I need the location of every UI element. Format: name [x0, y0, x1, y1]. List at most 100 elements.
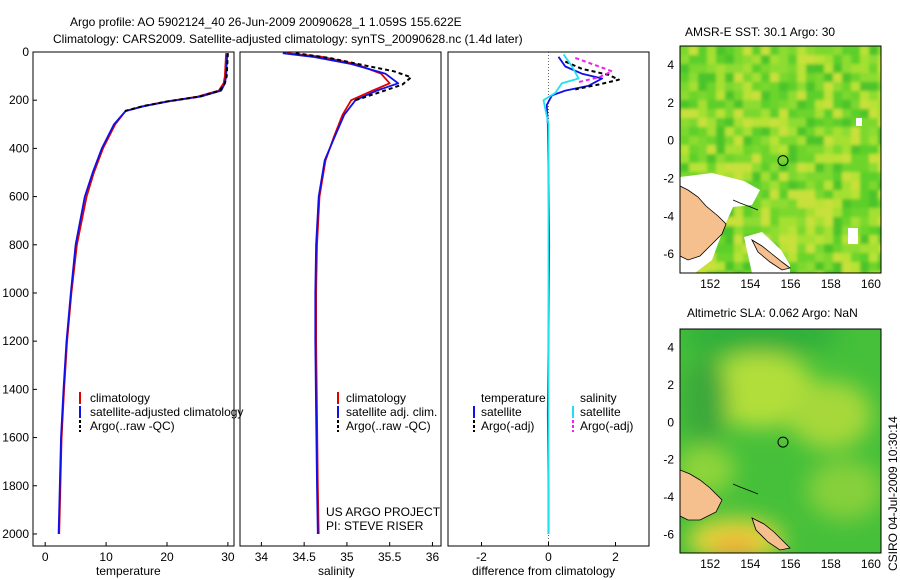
- sla-map: Altimetric SLA: 0.062 Argo: NaN: [679, 306, 882, 554]
- sst-cell: [761, 55, 770, 64]
- x-tick-label: -2: [476, 550, 487, 564]
- sst-cell: [842, 64, 851, 73]
- sst-cell: [734, 235, 743, 244]
- sst-cell: [689, 118, 698, 127]
- sst-cell: [806, 226, 815, 235]
- sst-cell: [860, 46, 869, 55]
- sst-cell: [734, 208, 743, 217]
- sst-cell: [824, 127, 833, 136]
- sst-cell: [842, 163, 851, 172]
- y-tick-label: 400: [9, 141, 29, 155]
- sst-cell: [806, 181, 815, 190]
- sst-cell: [806, 136, 815, 145]
- sst-cell: [779, 118, 788, 127]
- sst-cell: [770, 100, 779, 109]
- sst-cell: [752, 226, 761, 235]
- sst-cell: [788, 73, 797, 82]
- sst-cell: [869, 136, 878, 145]
- y-tick-label: 1800: [2, 479, 29, 493]
- sst-cell: [698, 118, 707, 127]
- sst-cell: [869, 244, 878, 253]
- sst-cell: [878, 100, 881, 109]
- sst-cell: [788, 199, 797, 208]
- sst-cell: [788, 181, 797, 190]
- sst-cell: [707, 73, 716, 82]
- sst-cell: [788, 55, 797, 64]
- sst-cell: [761, 46, 770, 55]
- sst-cell: [689, 82, 698, 91]
- sst-cell: [860, 154, 869, 163]
- sst-cell: [869, 145, 878, 154]
- sst-cell: [860, 208, 869, 217]
- sst-cell: [770, 235, 779, 244]
- sst-cell: [698, 82, 707, 91]
- sst-cell: [878, 154, 881, 163]
- sst-cell: [878, 73, 881, 82]
- sst-cell: [779, 145, 788, 154]
- sst-cell: [779, 181, 788, 190]
- sst-cell: [752, 73, 761, 82]
- legend-label: satellite-adjusted climatology: [90, 405, 243, 419]
- sst-cell: [725, 91, 734, 100]
- sst-cell: [878, 271, 881, 273]
- sst-cell: [707, 109, 716, 118]
- sst-cell: [833, 163, 842, 172]
- sst-cell: [779, 172, 788, 181]
- legend-group-title: salinity: [580, 391, 617, 405]
- sst-cell: [815, 199, 824, 208]
- sst-cell: [707, 91, 716, 100]
- sst-cell: [743, 127, 752, 136]
- sst-cell: [815, 253, 824, 262]
- sst-cell: [833, 73, 842, 82]
- sst-cell: [797, 271, 806, 273]
- sst-cell: [797, 82, 806, 91]
- sst-cell: [734, 145, 743, 154]
- sst-cell: [815, 271, 824, 273]
- map-x-tick-label: 154: [740, 277, 760, 291]
- sst-cell: [869, 55, 878, 64]
- sst-cell: [734, 109, 743, 118]
- sst-cell: [851, 163, 860, 172]
- sst-cell: [734, 226, 743, 235]
- sst-cell: [743, 163, 752, 172]
- sst-cell: [869, 109, 878, 118]
- sst-cell: [734, 46, 743, 55]
- no-data-pixel: [856, 118, 862, 126]
- sst-cell: [824, 262, 833, 271]
- sst-cell: [806, 64, 815, 73]
- difference-legend: temperature satellite Argo(-adj) salinit…: [473, 391, 633, 433]
- sst-cell: [734, 154, 743, 163]
- sst-cell: [716, 235, 725, 244]
- sst-cell: [779, 217, 788, 226]
- sst-cell: [833, 118, 842, 127]
- sst-cell: [842, 190, 851, 199]
- sst-cell: [680, 100, 689, 109]
- sst-cell: [761, 82, 770, 91]
- sst-cell: [752, 172, 761, 181]
- sst-cell: [815, 244, 824, 253]
- sst-cell: [869, 190, 878, 199]
- sst-cell: [752, 55, 761, 64]
- sst-cell: [698, 64, 707, 73]
- sst-cell: [752, 154, 761, 163]
- legend-label: climatology: [346, 391, 406, 405]
- sst-cell: [779, 100, 788, 109]
- sst-cell: [788, 109, 797, 118]
- sst-cell: [797, 190, 806, 199]
- sst-cell: [734, 253, 743, 262]
- sst-cell: [797, 91, 806, 100]
- sst-cell: [680, 154, 689, 163]
- sst-cell: [806, 271, 815, 273]
- sst-cell: [869, 199, 878, 208]
- sst-cell: [851, 199, 860, 208]
- sst-cell: [833, 199, 842, 208]
- sst-cell: [734, 73, 743, 82]
- sst-cell: [734, 127, 743, 136]
- map-y-tick-label: -6: [663, 527, 674, 541]
- x-tick-label: 34: [255, 550, 269, 564]
- sst-cell: [824, 163, 833, 172]
- sst-cell: [743, 109, 752, 118]
- sst-cell: [761, 145, 770, 154]
- sst-cell: [860, 253, 869, 262]
- sst-cell: [698, 163, 707, 172]
